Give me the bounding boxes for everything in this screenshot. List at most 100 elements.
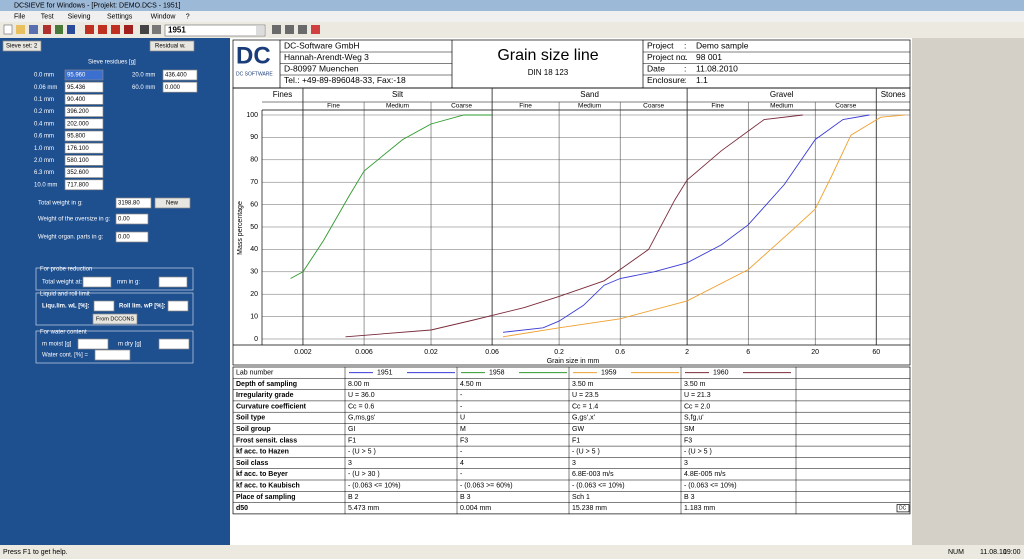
input-field[interactable] <box>158 338 190 350</box>
menu-item[interactable]: Settings <box>107 13 133 20</box>
input-field[interactable] <box>64 94 104 105</box>
input-value[interactable]: 396.200 <box>67 109 89 115</box>
input-value[interactable]: 0.00 <box>118 217 130 223</box>
input-value[interactable]: 717.800 <box>67 182 89 188</box>
icon-tool[interactable] <box>43 25 51 34</box>
input-value[interactable]: 0.00 <box>118 235 130 241</box>
table-cell: 3.50 m <box>684 381 706 388</box>
table-cell: - (U > 30 ) <box>348 471 380 478</box>
icon-zoom[interactable] <box>298 25 307 34</box>
company-line: DC-Software GmbH <box>284 40 360 50</box>
sieve-label: 0.06 mm <box>34 85 57 91</box>
table-cell: - (0.063 <= 10%) <box>348 482 401 489</box>
icon-search[interactable] <box>272 25 281 34</box>
menu-item[interactable]: Window <box>151 13 177 20</box>
input-value[interactable]: 95.960 <box>67 73 86 79</box>
logo: DC <box>236 42 271 69</box>
icon-print[interactable] <box>124 25 133 34</box>
input-value[interactable]: 202.000 <box>67 121 89 127</box>
input-field[interactable] <box>64 155 104 166</box>
stamp-frame <box>896 504 910 513</box>
button[interactable] <box>2 40 42 52</box>
icon-tool[interactable] <box>67 25 75 34</box>
input-field[interactable] <box>93 300 115 312</box>
status-bar <box>0 545 1024 559</box>
input-value[interactable]: 352.600 <box>67 170 89 176</box>
input-field[interactable] <box>115 197 152 209</box>
menu-item[interactable]: Sieving <box>68 13 91 20</box>
input-field[interactable] <box>158 276 188 288</box>
x-tick-label: 0.06 <box>485 349 499 356</box>
y-tick-label: 60 <box>250 201 258 208</box>
input-field[interactable] <box>94 349 131 361</box>
status-indicator: NUM <box>948 549 964 556</box>
input-field[interactable] <box>162 69 198 81</box>
table-cell: - <box>460 471 463 478</box>
icon-open[interactable] <box>16 25 25 34</box>
input-field[interactable] <box>64 69 104 81</box>
button-label[interactable]: New <box>166 201 179 207</box>
info-label: Project no. <box>647 52 688 62</box>
icon-tool[interactable] <box>55 25 63 34</box>
input-field[interactable] <box>64 167 104 178</box>
icon-zoom[interactable] <box>285 25 294 34</box>
sieve-label: 0.0 mm <box>34 73 54 79</box>
input-field[interactable] <box>167 300 189 312</box>
table-cell: M <box>460 426 466 433</box>
input-field[interactable] <box>64 179 104 191</box>
band-label: Stones <box>881 90 906 99</box>
icon-tool[interactable] <box>140 25 149 34</box>
info-value: 1.1 <box>696 75 708 85</box>
input-field[interactable] <box>115 231 149 243</box>
input-field[interactable] <box>64 106 104 117</box>
input-value[interactable]: 95.436 <box>67 85 86 91</box>
table-cell: 0.004 mm <box>460 505 491 512</box>
input-value[interactable]: 176.100 <box>67 146 89 152</box>
icon-print[interactable] <box>111 25 120 34</box>
input-field[interactable] <box>64 81 104 93</box>
input-field[interactable] <box>64 118 104 130</box>
icon-exit[interactable] <box>311 25 320 34</box>
input-value[interactable]: 3198.80 <box>118 201 140 207</box>
button-label[interactable]: From DCCONS <box>96 316 135 322</box>
input-value[interactable]: 90.400 <box>67 97 86 103</box>
table-cell: U = 23.5 <box>572 392 599 399</box>
input-field[interactable] <box>64 142 104 154</box>
row-label: Soil group <box>236 426 271 433</box>
table-cell: 3 <box>684 460 688 467</box>
sieve-label: 60.0 mm <box>132 85 155 91</box>
input-field[interactable] <box>77 338 109 350</box>
input-field[interactable] <box>162 81 198 93</box>
menu-item[interactable]: ? <box>186 13 190 20</box>
button[interactable] <box>154 197 191 209</box>
icon-new[interactable] <box>3 24 13 35</box>
project-combo[interactable] <box>164 24 266 37</box>
sieve-label: 20.0 mm <box>132 73 155 79</box>
x-tick-label: 0.6 <box>615 349 625 356</box>
menu-item[interactable]: Test <box>41 13 54 20</box>
input-field[interactable] <box>82 276 112 288</box>
input-value[interactable]: 0.000 <box>165 85 181 91</box>
table-cell: B 2 <box>348 494 359 501</box>
icon-print[interactable] <box>98 25 107 34</box>
button[interactable] <box>149 40 195 52</box>
button[interactable] <box>92 313 138 325</box>
button-label[interactable]: Residual w. <box>155 44 186 50</box>
combo-arrow[interactable] <box>256 26 264 35</box>
icon-tool[interactable] <box>152 25 161 34</box>
input-field[interactable] <box>64 130 104 142</box>
input-value[interactable]: 95.800 <box>67 134 86 140</box>
input-value[interactable]: 580.100 <box>67 158 89 164</box>
legend-entry: 1951 <box>377 369 393 376</box>
icon-save[interactable] <box>29 25 38 34</box>
table-cell: B 3 <box>684 494 695 501</box>
fraction-label: Medium <box>578 103 601 110</box>
button-label[interactable]: Sieve set: 2 <box>6 44 38 50</box>
input-value[interactable]: 436.400 <box>165 73 187 79</box>
sieve-label: 0.4 mm <box>34 121 54 127</box>
table-cell: Cc = 0.6 <box>348 403 374 410</box>
fraction-label: Medium <box>386 103 409 110</box>
menu-item[interactable]: File <box>14 13 25 20</box>
icon-print[interactable] <box>85 25 94 34</box>
input-field[interactable] <box>115 213 149 225</box>
